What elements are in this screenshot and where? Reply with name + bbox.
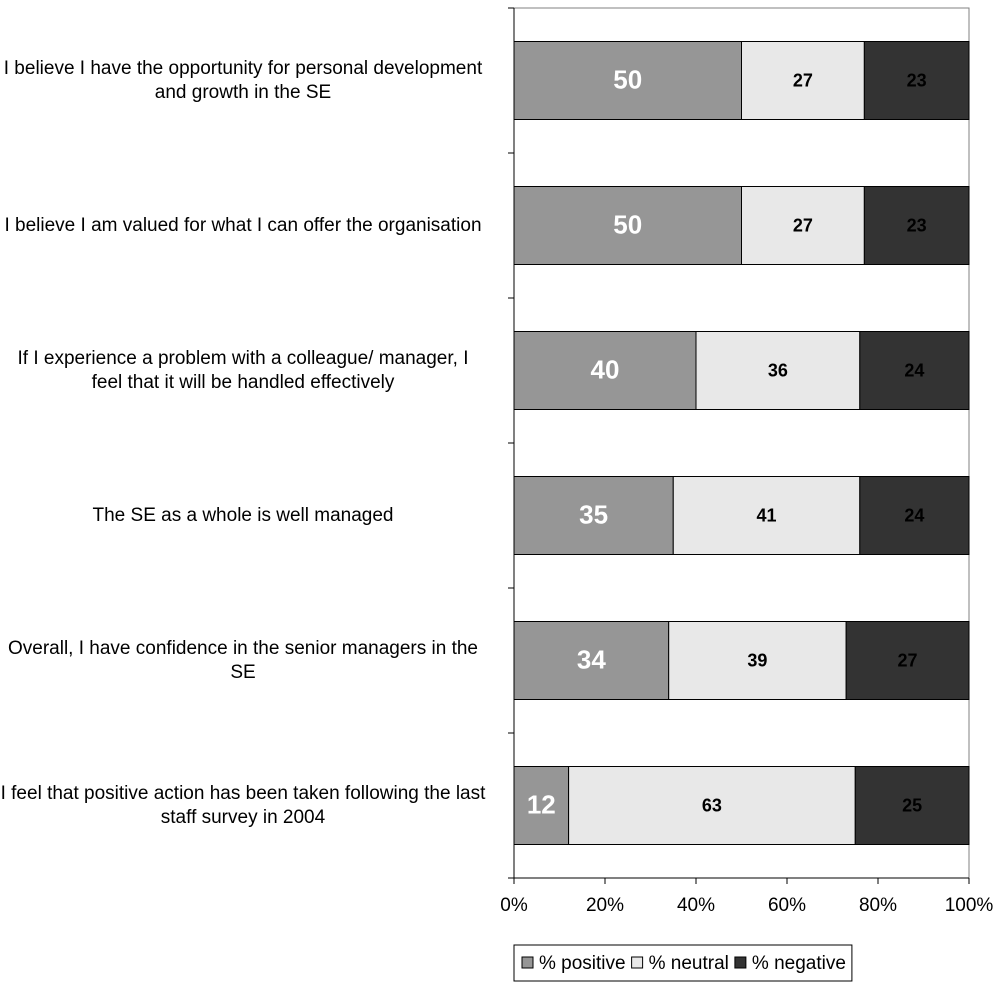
x-tick-label: 100% xyxy=(945,895,994,916)
category-label: I feel that positive action has been tak… xyxy=(0,782,486,828)
plot-frame xyxy=(513,7,970,879)
legend-label: % positive xyxy=(539,953,626,974)
value-label: 27 xyxy=(898,650,918,670)
value-label: 41 xyxy=(757,505,777,525)
category-label: The SE as a whole is well managed xyxy=(92,504,394,526)
value-label: 27 xyxy=(793,215,813,235)
value-label: 27 xyxy=(793,70,813,90)
value-label: 36 xyxy=(768,360,788,380)
bar-segment xyxy=(513,476,674,555)
x-tick-label: 60% xyxy=(768,895,806,916)
bar-segment xyxy=(668,621,847,700)
bar-segment xyxy=(859,331,970,410)
category-label: If I experience a problem with a colleag… xyxy=(17,347,469,393)
x-tick-label: 20% xyxy=(586,895,624,916)
bar-segment xyxy=(513,621,670,700)
legend-swatch xyxy=(521,956,534,969)
bar-segment xyxy=(741,186,865,265)
bar-segment xyxy=(859,476,970,555)
bar-segment xyxy=(513,41,742,120)
value-label: 25 xyxy=(902,795,922,815)
bar-segment xyxy=(863,186,970,265)
legend-swatch xyxy=(734,956,747,969)
value-label: 40 xyxy=(591,354,620,384)
bar-segment xyxy=(845,621,970,700)
value-label: 24 xyxy=(904,360,924,380)
value-label: 39 xyxy=(747,650,767,670)
bar-segment xyxy=(513,331,697,410)
value-label: 24 xyxy=(904,505,924,525)
bar-segment xyxy=(672,476,861,555)
x-tick-label: 0% xyxy=(500,895,528,916)
value-label: 23 xyxy=(907,215,927,235)
bar-segment xyxy=(695,331,861,410)
value-label: 50 xyxy=(613,64,642,94)
value-label: 12 xyxy=(527,789,556,819)
legend-label: % negative xyxy=(752,953,846,974)
bar-segment xyxy=(568,766,856,845)
value-label: 50 xyxy=(613,209,642,239)
value-label: 23 xyxy=(907,70,927,90)
legend-label: % neutral xyxy=(649,953,729,974)
bar-segment xyxy=(513,186,742,265)
value-label: 35 xyxy=(579,499,608,529)
category-label: I believe I am valued for what I can off… xyxy=(4,214,482,236)
legend-swatch xyxy=(631,956,644,969)
value-label: 34 xyxy=(577,644,606,674)
bar-segment xyxy=(863,41,970,120)
category-label: I believe I have the opportunity for per… xyxy=(3,57,483,103)
bar-segment xyxy=(854,766,970,845)
category-label: Overall, I have confidence in the senior… xyxy=(8,637,478,683)
legend-box xyxy=(513,944,853,982)
x-tick-label: 80% xyxy=(859,895,897,916)
value-label: 63 xyxy=(702,795,722,815)
x-tick-label: 40% xyxy=(677,895,715,916)
